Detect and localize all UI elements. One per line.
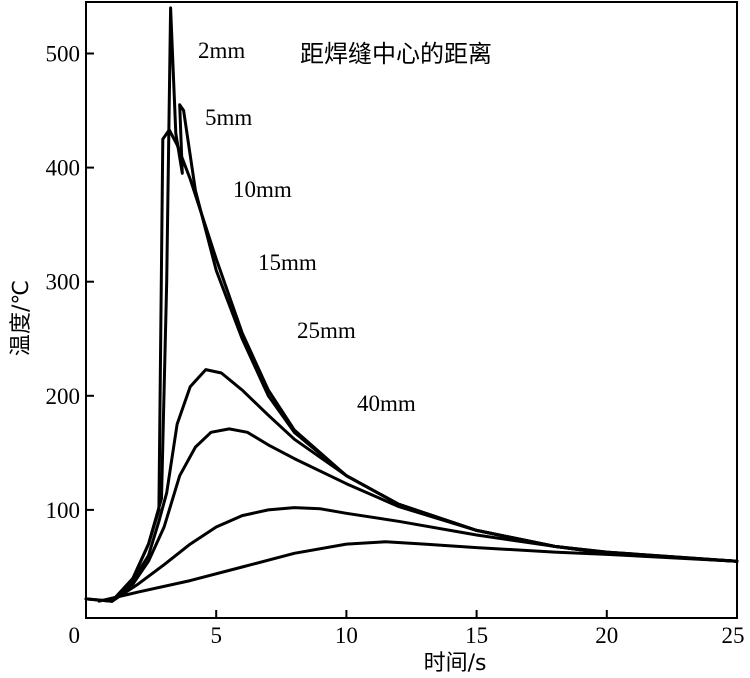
y-tick-label: 100 xyxy=(46,498,81,523)
annotation-2mm: 2mm xyxy=(198,38,245,63)
series-line-40mm xyxy=(97,540,739,603)
plot-frame xyxy=(85,1,738,619)
axis-ticks: 0 5 10 15 20 25 100 200 300 400 500 xyxy=(46,42,745,649)
series-line-2mm xyxy=(84,6,739,603)
x-tick-label: 25 xyxy=(722,623,745,648)
x-tick-label: 15 xyxy=(465,623,488,648)
y-tick-label: 200 xyxy=(46,384,81,409)
curves xyxy=(84,6,739,603)
x-tick-label: 5 xyxy=(210,623,222,648)
series-line-10mm xyxy=(110,368,739,603)
y-tick-label: 300 xyxy=(46,270,81,295)
x-tick-label: 20 xyxy=(595,623,618,648)
series-line-15mm xyxy=(110,427,739,603)
chart-title: 距焊缝中心的距离 xyxy=(300,40,492,68)
annotation-10mm: 10mm xyxy=(233,177,292,202)
annotation-5mm: 5mm xyxy=(205,105,252,130)
labels: 距焊缝中心的距离 2mm 5mm 10mm 15mm 25mm 40mm 时间/… xyxy=(9,38,492,676)
annotation-40mm: 40mm xyxy=(357,391,416,416)
y-axis-title: 温度/℃ xyxy=(9,280,34,356)
y-tick-label: 500 xyxy=(46,42,81,67)
annotation-25mm: 25mm xyxy=(297,318,356,343)
series-line-25mm xyxy=(110,506,739,603)
series-line-5mm xyxy=(84,128,739,603)
x-tick-label: 0 xyxy=(69,623,81,648)
y-tick-label: 400 xyxy=(46,156,81,181)
x-axis-title: 时间/s xyxy=(424,651,487,676)
x-tick-label: 10 xyxy=(335,623,358,648)
annotation-15mm: 15mm xyxy=(258,250,317,275)
